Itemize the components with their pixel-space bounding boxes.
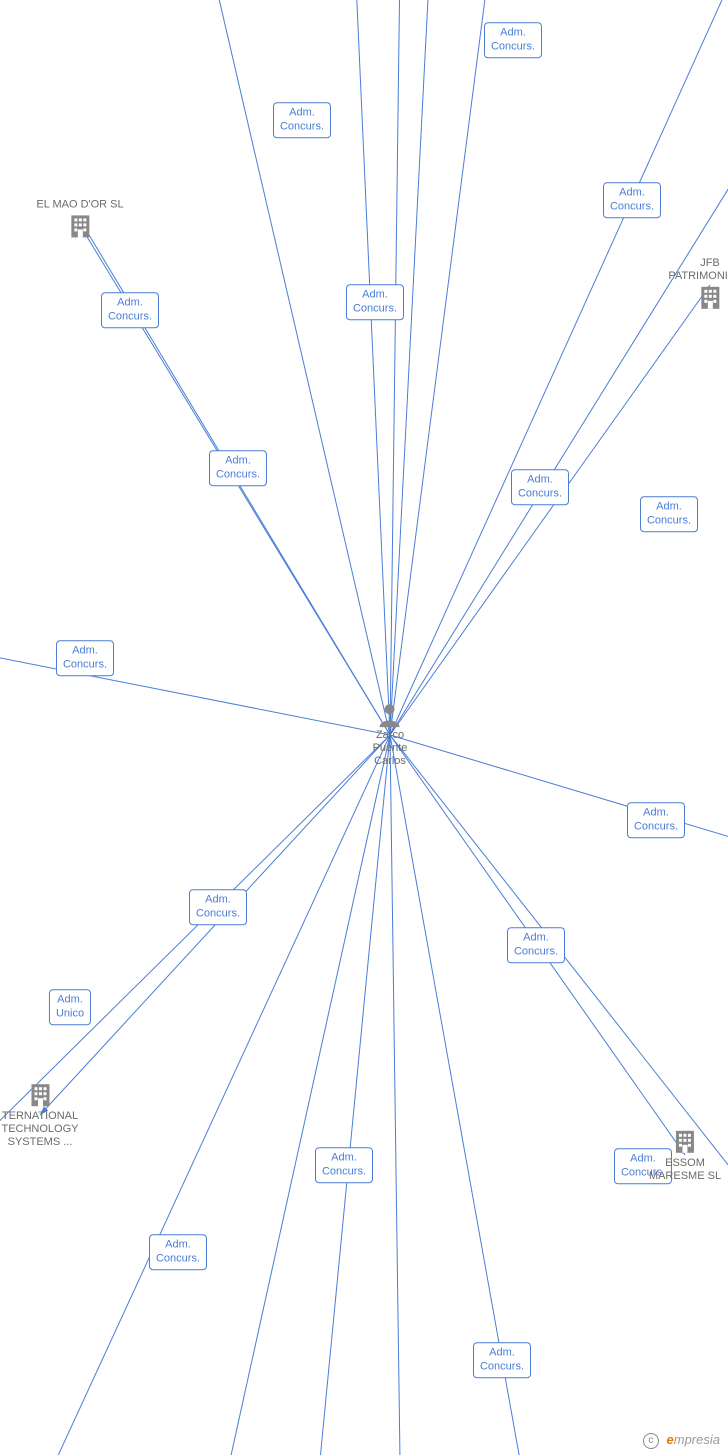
edge-line xyxy=(390,170,728,735)
edge-line xyxy=(320,735,390,1455)
edge-label: Adm. Concurs. xyxy=(209,450,267,486)
center-node[interactable]: Zarco Puente Carlos xyxy=(373,701,408,769)
edge-label: Adm. Concurs. xyxy=(484,22,542,58)
edge-label: Adm. Unico xyxy=(49,989,91,1025)
watermark: c empresia xyxy=(643,1432,720,1449)
edge-label: Adm. Concurs. xyxy=(511,469,569,505)
edge-label: Adm. Concurs. xyxy=(149,1234,207,1270)
company-node[interactable]: ESSOM MARESME SL xyxy=(649,1127,721,1183)
edge-label: Adm. Concurs. xyxy=(273,102,331,138)
edge-line xyxy=(390,735,400,1455)
node-label: JFB PATRIMONIS SL xyxy=(668,257,728,283)
edge-label: Adm. Concurs. xyxy=(603,182,661,218)
copyright-icon: c xyxy=(643,1433,659,1449)
edge-line xyxy=(230,735,390,1455)
person-icon xyxy=(377,701,403,727)
edge-label: Adm. Concurs. xyxy=(56,640,114,676)
edge-line xyxy=(390,0,400,735)
edge-label: Adm. Concurs. xyxy=(627,802,685,838)
node-label: Zarco Puente Carlos xyxy=(373,729,408,769)
edge-label: Adm. Concurs. xyxy=(507,927,565,963)
edge-label: Adm. Concurs. xyxy=(640,496,698,532)
edge-line xyxy=(390,0,728,735)
edge-label: Adm. Concurs. xyxy=(189,889,247,925)
edge-label: Adm. Concurs. xyxy=(101,292,159,328)
edge-label: Adm. Concurs. xyxy=(346,284,404,320)
building-icon xyxy=(66,212,94,240)
company-node[interactable]: EL MAO D'OR SL xyxy=(36,198,123,241)
node-label: TERNATIONAL TECHNOLOGY SYSTEMS ... xyxy=(1,1110,78,1150)
node-label: EL MAO D'OR SL xyxy=(36,198,123,211)
brand-first-letter: e xyxy=(667,1432,674,1447)
brand-rest: mpresia xyxy=(674,1432,720,1447)
building-icon xyxy=(696,283,724,311)
edge-line xyxy=(390,0,430,735)
company-node[interactable]: JFB PATRIMONIS SL xyxy=(668,257,728,313)
company-node[interactable]: TERNATIONAL TECHNOLOGY SYSTEMS ... xyxy=(1,1080,78,1150)
building-icon xyxy=(671,1127,699,1155)
edge-label: Adm. Concurs. xyxy=(315,1147,373,1183)
building-icon xyxy=(26,1080,54,1108)
edge-line xyxy=(56,735,390,1455)
edge-line xyxy=(355,0,390,735)
edge-line xyxy=(40,735,390,1115)
edge-label: Adm. Concurs. xyxy=(473,1342,531,1378)
node-label: ESSOM MARESME SL xyxy=(649,1157,721,1183)
